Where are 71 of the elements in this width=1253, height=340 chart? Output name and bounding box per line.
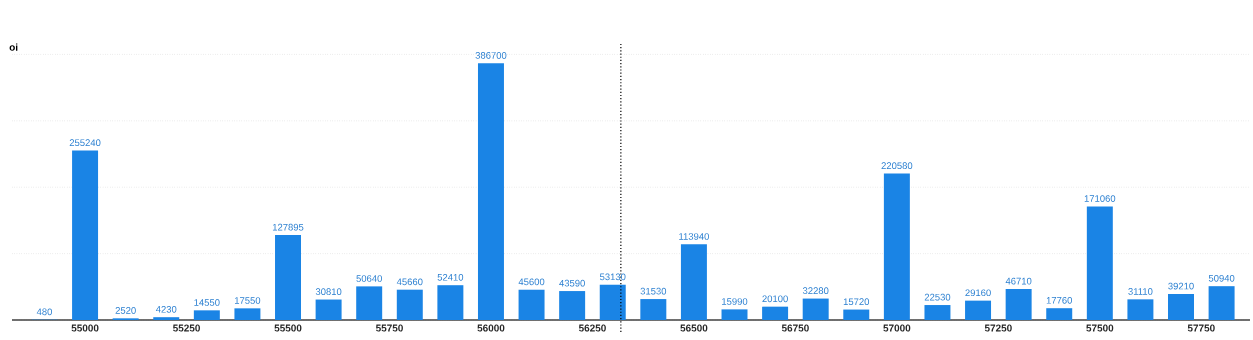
bar bbox=[721, 309, 748, 320]
bar bbox=[275, 235, 301, 320]
bar bbox=[599, 284, 626, 320]
data-label: 30810 bbox=[315, 288, 342, 296]
bar bbox=[965, 300, 992, 320]
bar bbox=[356, 286, 383, 320]
x-tick-label: 57500 bbox=[1086, 324, 1114, 332]
data-label: 15990 bbox=[722, 298, 748, 305]
bar bbox=[1168, 293, 1194, 320]
data-label: 50940 bbox=[1208, 274, 1235, 282]
data-label: 45600 bbox=[518, 278, 545, 286]
bar bbox=[72, 150, 99, 320]
data-label: 20100 bbox=[762, 295, 788, 303]
bar bbox=[1046, 308, 1073, 320]
data-label: 171060 bbox=[1084, 195, 1116, 202]
data-label: 4230 bbox=[155, 305, 177, 313]
data-label: 31110 bbox=[1128, 288, 1153, 295]
bar bbox=[680, 244, 707, 320]
bar bbox=[153, 317, 180, 320]
bar bbox=[843, 309, 870, 320]
data-label: 43590 bbox=[559, 279, 585, 287]
data-label: 50640 bbox=[356, 275, 382, 282]
bar bbox=[315, 299, 342, 320]
data-label: 127895 bbox=[272, 223, 304, 231]
data-label: 386700 bbox=[475, 52, 507, 59]
data-label: 22530 bbox=[924, 293, 951, 301]
bar bbox=[193, 310, 220, 320]
bar bbox=[437, 285, 464, 320]
bar bbox=[1005, 288, 1032, 320]
data-label: 32280 bbox=[802, 287, 829, 295]
x-tick-label: 56250 bbox=[578, 324, 606, 332]
data-label: 39210 bbox=[1168, 282, 1194, 290]
x-tick-label: 55250 bbox=[173, 324, 200, 332]
x-tick-label: 57250 bbox=[984, 324, 1012, 332]
data-label: 29160 bbox=[965, 289, 991, 297]
data-label: 52410 bbox=[437, 273, 464, 281]
x-tick-label: 55000 bbox=[71, 324, 99, 332]
bar bbox=[234, 308, 261, 320]
data-label: 255240 bbox=[69, 139, 101, 147]
x-tick-label: 57750 bbox=[1187, 324, 1215, 332]
y-axis-title: oi bbox=[9, 43, 18, 51]
bar bbox=[477, 63, 504, 320]
data-label: 113940 bbox=[679, 233, 709, 240]
data-label: 480 bbox=[36, 308, 52, 316]
data-label: 14550 bbox=[194, 299, 220, 306]
x-tick-label: 57000 bbox=[883, 324, 911, 332]
bar bbox=[1127, 299, 1154, 320]
data-label: 45660 bbox=[396, 278, 423, 286]
x-tick-label: 56750 bbox=[781, 324, 809, 332]
x-tick-label: 55750 bbox=[375, 324, 403, 332]
bar bbox=[802, 298, 829, 320]
bar bbox=[518, 289, 545, 320]
bar bbox=[883, 173, 910, 320]
data-label: 46710 bbox=[1005, 277, 1032, 285]
bar bbox=[924, 305, 951, 320]
bar bbox=[640, 299, 667, 320]
x-tick-label: 56500 bbox=[680, 324, 708, 332]
data-label: 15720 bbox=[843, 298, 870, 306]
bar bbox=[396, 289, 423, 320]
x-tick-label: 56000 bbox=[477, 324, 505, 332]
bar bbox=[1208, 286, 1235, 320]
bar bbox=[1086, 206, 1113, 320]
data-label: 17550 bbox=[234, 297, 261, 304]
data-label: 220580 bbox=[881, 162, 913, 170]
data-label: 17760 bbox=[1046, 296, 1073, 304]
data-label: 31530 bbox=[640, 287, 667, 295]
x-tick-label: 55500 bbox=[274, 324, 302, 332]
data-label: 53130 bbox=[599, 273, 626, 281]
data-label: 2520 bbox=[115, 307, 136, 314]
bar bbox=[762, 306, 789, 320]
bar bbox=[559, 291, 586, 320]
